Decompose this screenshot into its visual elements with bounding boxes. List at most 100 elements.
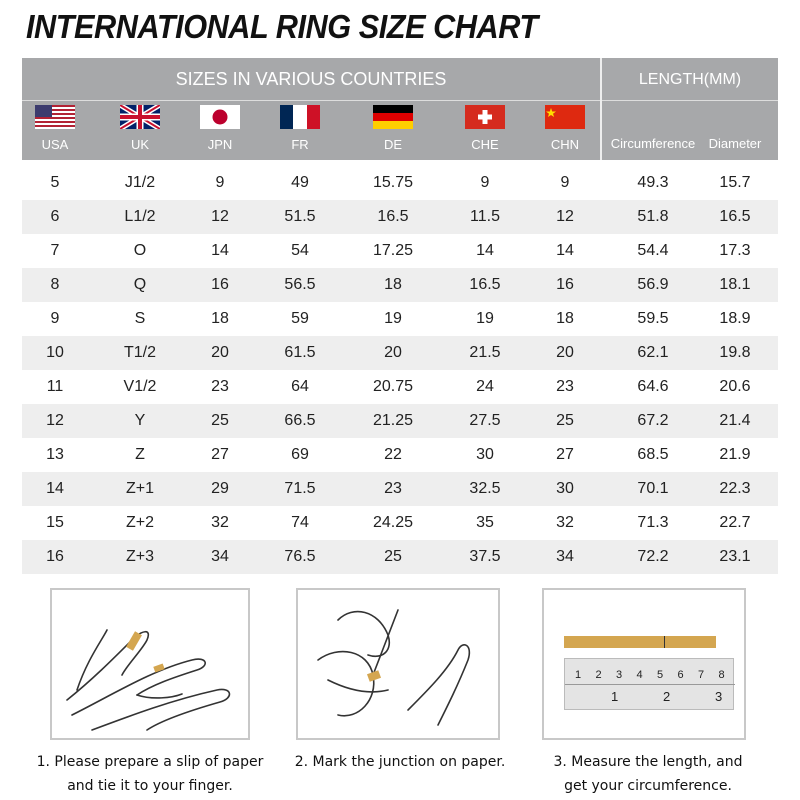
table-cell: 37.5 xyxy=(469,548,501,565)
country-usa: USA xyxy=(25,105,85,152)
country-jpn: JPN xyxy=(190,105,250,152)
country-code: DE xyxy=(383,137,403,152)
ruler-inch-label: 3 xyxy=(715,689,723,704)
table-cell: 76.5 xyxy=(284,548,316,565)
table-cell: O xyxy=(133,242,147,259)
table-cell: 10 xyxy=(46,344,64,361)
table-row: 9 S 18 59 19 19 18 59.5 18.9 xyxy=(22,302,778,336)
table-cell: 70.1 xyxy=(637,480,669,497)
country-code: JPN xyxy=(207,137,233,152)
table-cell: 29 xyxy=(211,480,229,497)
table-row: 16 Z+3 34 76.5 25 37.5 34 72.2 23.1 xyxy=(22,540,778,574)
table-cell: 9 xyxy=(480,174,490,191)
table-cell: 9 xyxy=(215,174,225,191)
table-cell: 17.3 xyxy=(719,242,751,259)
table-cell: Z+2 xyxy=(125,514,154,531)
hand-with-paper-icon xyxy=(66,629,231,731)
table-cell: 71.3 xyxy=(637,514,669,531)
table-cell: 19 xyxy=(476,310,494,327)
divider xyxy=(600,58,602,160)
table-cell: Z+3 xyxy=(125,548,154,565)
country-code: CHE xyxy=(471,137,499,152)
table-cell: 23 xyxy=(384,480,402,497)
table-cell: 25 xyxy=(384,548,402,565)
table-cell: 6 xyxy=(50,208,60,225)
table-cell: 21.9 xyxy=(719,446,751,463)
table-cell: 15.75 xyxy=(372,174,414,191)
table-cell: 21.4 xyxy=(719,412,751,429)
step1-caption: 1. Please prepare a slip of paper and tie… xyxy=(36,754,264,794)
step2-caption: 2. Mark the junction on paper. xyxy=(294,754,506,770)
table-cell: J1/2 xyxy=(124,174,156,191)
ruler-inch-label: 2 xyxy=(663,689,671,704)
table-cell: 32.5 xyxy=(469,480,501,497)
uk-flag-icon xyxy=(120,105,160,129)
table-cell: 17.25 xyxy=(372,242,414,259)
step1-illustration xyxy=(50,588,250,740)
table-cell: 54.4 xyxy=(637,242,669,259)
table-cell: 67.2 xyxy=(637,412,669,429)
japan-flag-icon xyxy=(200,105,240,129)
step2-illustration xyxy=(296,588,500,740)
table-cell: 20 xyxy=(211,344,229,361)
table-cell: 35 xyxy=(476,514,494,531)
table-cell: 56.9 xyxy=(637,276,669,293)
table-cell: 5 xyxy=(50,174,60,191)
table-cell: 24 xyxy=(476,378,494,395)
ruler-cm-label: 4 xyxy=(636,669,643,681)
ruler-cm-label: 6 xyxy=(677,669,684,681)
table-row: 11 V1/2 23 64 20.75 24 23 64.6 20.6 xyxy=(22,370,778,404)
table-cell: 16 xyxy=(211,276,229,293)
table-row: 6 L1/2 12 51.5 16.5 11.5 12 51.8 16.5 xyxy=(22,200,778,234)
step3-caption: 3. Measure the length, and get your circu… xyxy=(553,754,743,794)
table-cell: 16 xyxy=(46,548,64,565)
table-cell: 34 xyxy=(556,548,574,565)
table-cell: 69 xyxy=(291,446,309,463)
length-header: LENGTH(MM) xyxy=(602,58,778,101)
table-cell: 12 xyxy=(556,208,574,225)
table-cell: 23 xyxy=(211,378,229,395)
table-cell: 54 xyxy=(291,242,309,259)
country-de: DE xyxy=(363,105,423,152)
table-cell: 16.5 xyxy=(469,276,501,293)
table-cell: 8 xyxy=(50,276,60,293)
table-cell: Q xyxy=(133,276,147,293)
table-cell: 14 xyxy=(211,242,229,259)
table-cell: 12 xyxy=(46,412,64,429)
switzerland-flag-icon xyxy=(465,105,505,129)
hand-marking-paper-icon xyxy=(317,609,471,726)
table-cell: 16 xyxy=(556,276,574,293)
table-cell: 20 xyxy=(384,344,402,361)
table-cell: 11 xyxy=(46,378,64,395)
sizes-header: SIZES IN VARIOUS COUNTRIES xyxy=(22,58,600,101)
table-cell: 13 xyxy=(46,446,64,463)
table-cell: Z+1 xyxy=(125,480,154,497)
table-cell: 18.1 xyxy=(719,276,751,293)
circumference-header: Circumference xyxy=(610,136,696,151)
table-cell: 22.7 xyxy=(719,514,751,531)
table-cell: 25 xyxy=(556,412,574,429)
table-cell: 14 xyxy=(556,242,574,259)
country-fr: FR xyxy=(270,105,330,152)
table-row: 10 T1/2 20 61.5 20 21.5 20 62.1 19.8 xyxy=(22,336,778,370)
table-cell: 9 xyxy=(50,310,60,327)
table-cell: 56.5 xyxy=(284,276,316,293)
table-cell: 20.6 xyxy=(719,378,751,395)
country-uk: UK xyxy=(110,105,170,152)
country-che: CHE xyxy=(455,105,515,152)
table-row: 5 J1/2 9 49 15.75 9 9 49.3 15.7 xyxy=(22,166,778,200)
table-cell: 27.5 xyxy=(469,412,501,429)
country-code: USA xyxy=(41,137,69,152)
table-cell: 71.5 xyxy=(284,480,316,497)
table-cell: 32 xyxy=(211,514,229,531)
table-row: 8 Q 16 56.5 18 16.5 16 56.9 18.1 xyxy=(22,268,778,302)
table-cell: Y xyxy=(134,412,146,429)
table-cell: V1/2 xyxy=(123,378,157,395)
ruler-cm-label: 7 xyxy=(698,669,705,681)
table-cell: 74 xyxy=(291,514,309,531)
table-cell: 59 xyxy=(291,310,309,327)
country-chn: CHN xyxy=(535,105,595,152)
table-cell: 7 xyxy=(50,242,60,259)
table-cell: 24.25 xyxy=(372,514,414,531)
table-cell: 72.2 xyxy=(637,548,669,565)
